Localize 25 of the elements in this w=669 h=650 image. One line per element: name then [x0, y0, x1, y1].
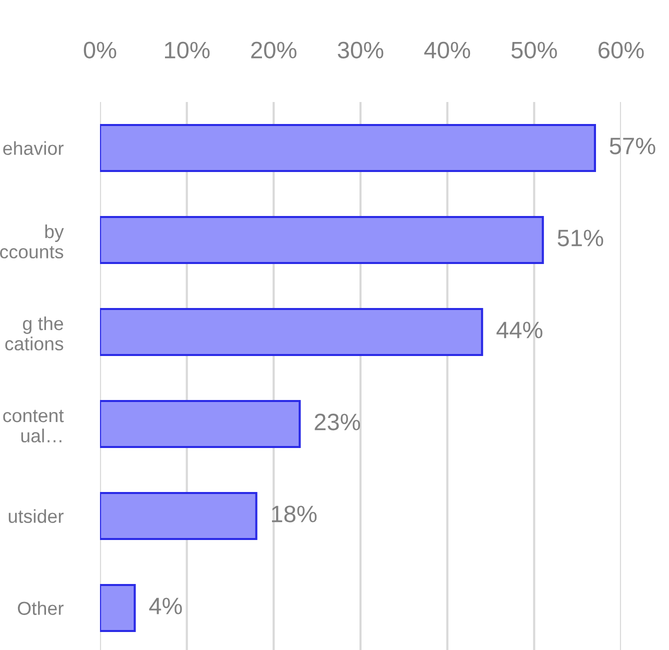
bar [100, 124, 596, 172]
data-label: 23% [314, 414, 360, 430]
y-tick-label: utsider [8, 509, 64, 523]
x-tick-label: 10% [165, 42, 210, 58]
x-tick-label: 20% [251, 42, 296, 58]
data-label: 51% [558, 230, 604, 246]
bar [100, 492, 258, 540]
y-tick-label: ehavior [3, 141, 64, 155]
y-tick-label: g the cations [5, 316, 64, 350]
y-tick-label: Other [18, 601, 64, 615]
y-tick-label: by ccounts [0, 224, 64, 258]
bar [100, 216, 544, 264]
x-tick-label: 60% [598, 42, 644, 58]
x-tick-label: 50% [511, 42, 557, 58]
bar [100, 400, 301, 448]
x-tick-label: 30% [338, 42, 384, 58]
y-tick-label: content ual… [3, 410, 64, 442]
x-tick-label: 40% [424, 42, 470, 58]
x-tick-label: 0% [84, 42, 116, 58]
data-label: 57% [610, 138, 656, 154]
data-label: 18% [272, 506, 317, 522]
data-label: 44% [496, 322, 542, 338]
data-label: 4% [149, 598, 182, 614]
bar [100, 308, 484, 356]
bar [100, 584, 136, 632]
